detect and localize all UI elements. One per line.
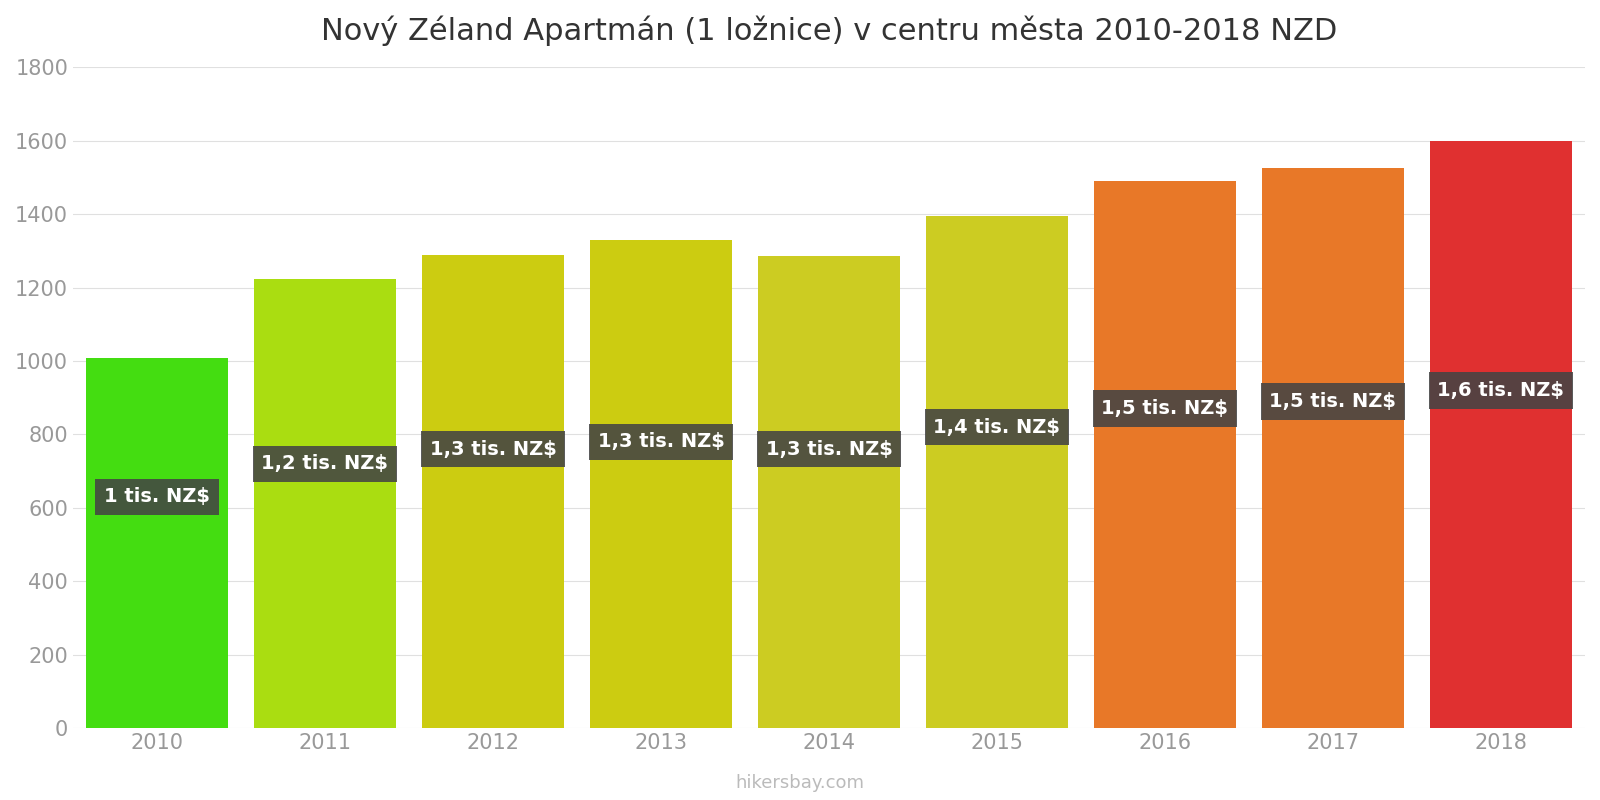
Text: 1 tis. NZ$: 1 tis. NZ$ [104, 487, 210, 506]
Bar [253, 278, 397, 728]
Bar [1429, 141, 1573, 728]
Text: hikersbay.com: hikersbay.com [736, 774, 864, 792]
Bar [589, 240, 733, 728]
Text: 1,3 tis. NZ$: 1,3 tis. NZ$ [597, 432, 725, 451]
Bar [85, 358, 229, 728]
Bar [757, 256, 901, 728]
Bar [421, 254, 565, 728]
Title: Nový Zéland Apartmán (1 ložnice) v centru města 2010-2018 NZD: Nový Zéland Apartmán (1 ložnice) v centr… [322, 15, 1338, 46]
Text: 1,2 tis. NZ$: 1,2 tis. NZ$ [261, 454, 389, 474]
Bar [925, 216, 1069, 728]
Text: 1,3 tis. NZ$: 1,3 tis. NZ$ [429, 440, 557, 458]
Text: 1,6 tis. NZ$: 1,6 tis. NZ$ [1437, 381, 1565, 400]
Bar [1261, 168, 1405, 728]
Text: 1,3 tis. NZ$: 1,3 tis. NZ$ [765, 440, 893, 458]
Text: 1,4 tis. NZ$: 1,4 tis. NZ$ [933, 418, 1061, 437]
Bar [1093, 181, 1237, 728]
Text: 1,5 tis. NZ$: 1,5 tis. NZ$ [1101, 399, 1229, 418]
Text: 1,5 tis. NZ$: 1,5 tis. NZ$ [1269, 392, 1397, 411]
